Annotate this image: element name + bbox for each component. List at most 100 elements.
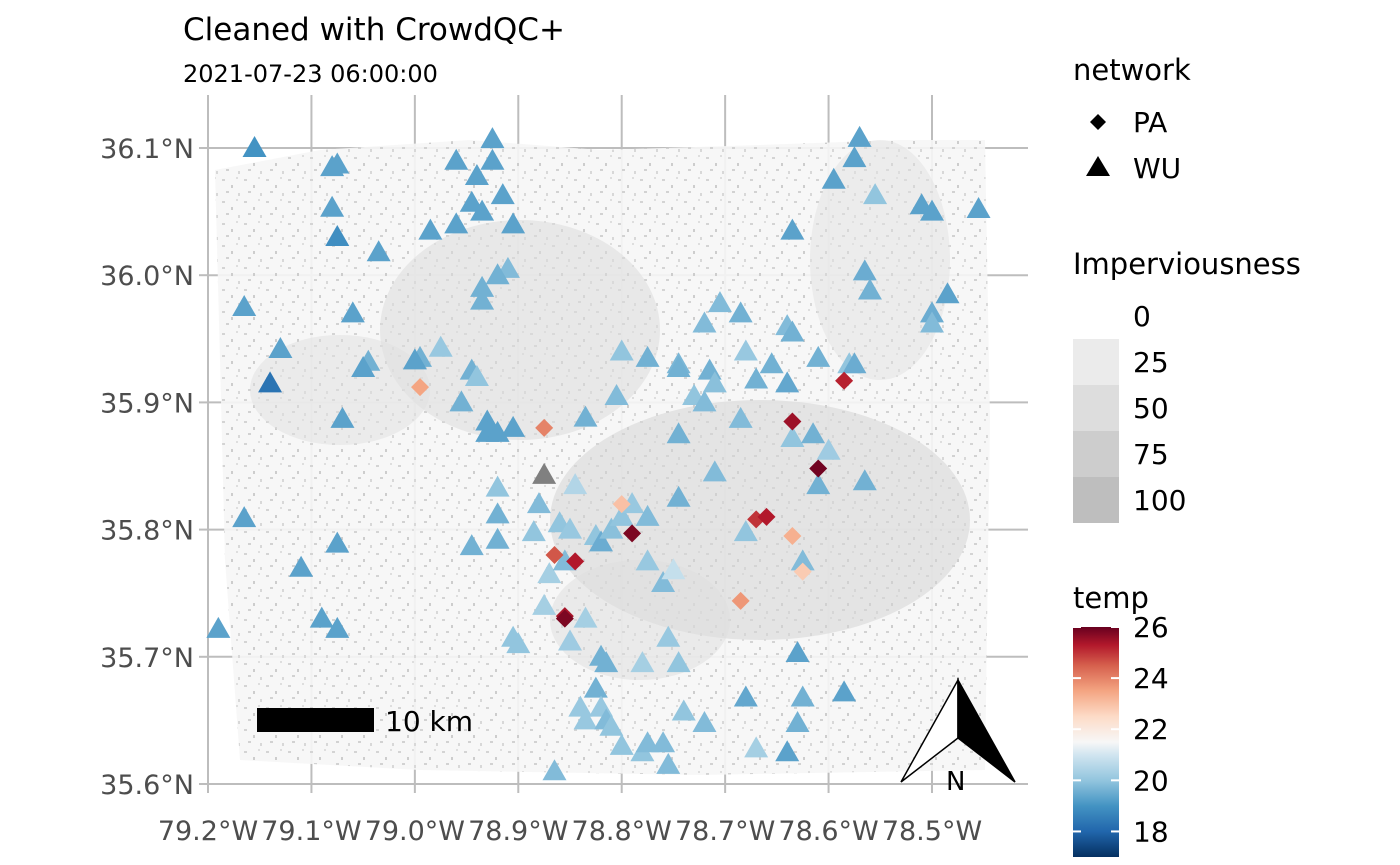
- scale-bar: 10 km: [257, 705, 473, 738]
- station-triangle-wu: [666, 651, 691, 673]
- station-triangle-wu: [692, 710, 717, 732]
- y-tick-label: 35.9°N: [100, 388, 194, 419]
- station-triangle-wu: [501, 212, 526, 234]
- y-tick-label: 35.6°N: [100, 770, 194, 801]
- imperviousness-key: [1073, 477, 1119, 523]
- station-triangle-wu: [635, 731, 660, 753]
- station-triangle-wu: [563, 473, 588, 495]
- station-triangle-wu: [330, 406, 355, 428]
- station-points: [206, 125, 991, 781]
- temp-tick-label: 24: [1133, 662, 1169, 695]
- station-triangle-wu: [490, 183, 515, 205]
- x-tick-label: 78.9°W: [468, 816, 568, 847]
- station-triangle-wu: [692, 390, 717, 412]
- station-triangle-wu: [780, 426, 805, 448]
- legend-imperviousness: Imperviousness 0 25 50 75 100: [1073, 247, 1301, 523]
- station-triangle-wu: [206, 616, 231, 638]
- y-tick-label: 35.7°N: [100, 643, 194, 674]
- station-triangle-wu: [485, 527, 510, 549]
- station-triangle-wu: [666, 356, 691, 378]
- axes: 79.2°W 79.1°W 79.0°W 78.9°W 78.8°W 78.7°W 78.6…: [100, 134, 982, 847]
- station-triangle-wu: [852, 469, 877, 491]
- station-triangle-wu: [842, 352, 867, 374]
- station-triangle-wu: [532, 593, 557, 615]
- station-triangle-wu: [268, 336, 293, 358]
- scale-bar-upper-black: [281, 709, 304, 720]
- urban-core-cary: [550, 560, 730, 680]
- station-triangle-wu: [573, 606, 598, 628]
- station-triangle-wu: [733, 520, 758, 542]
- station-triangle-wu: [470, 288, 495, 310]
- scale-bar-segment: [304, 709, 327, 720]
- station-triangle-wu: [470, 275, 495, 297]
- north-arrow: N: [900, 677, 1016, 797]
- imperviousness-label: 50: [1133, 392, 1169, 425]
- legend-temp: temp 18 20 22 24 26: [1073, 581, 1169, 857]
- station-triangle-missing: [532, 462, 557, 484]
- chart-subtitle: 2021-07-23 06:00:00: [183, 60, 438, 88]
- temp-tick-label: 26: [1133, 611, 1169, 644]
- station-triangle-wu: [666, 485, 691, 507]
- station-triangle-wu: [366, 240, 391, 262]
- station-triangle-wu: [351, 356, 376, 378]
- station-triangle-wu: [702, 460, 727, 482]
- temp-tick-label: 20: [1133, 764, 1169, 797]
- station-triangle-wu: [325, 616, 350, 638]
- station-triangle-wu: [232, 295, 257, 316]
- station-triangle-wu: [635, 504, 660, 526]
- station-diamond-pa: [566, 552, 585, 571]
- station-triangle-wu: [775, 371, 800, 393]
- station-triangle-wu: [920, 199, 944, 221]
- station-triangle-wu: [780, 320, 805, 342]
- station-triangle-wu: [707, 291, 732, 313]
- legend-network: network PA WU: [1073, 53, 1191, 185]
- imperviousness-label: 0: [1133, 300, 1151, 333]
- station-triangle-wu: [480, 127, 505, 149]
- north-arrow-label: N: [946, 767, 965, 797]
- station-triangle-wu: [485, 475, 510, 497]
- station-triangle-wu: [785, 710, 810, 732]
- station-triangle-wu: [428, 335, 453, 357]
- station-triangle-wu: [635, 549, 660, 571]
- station-triangle-wu: [485, 263, 510, 285]
- station-diamond-pa: [793, 562, 812, 581]
- station-triangle-wu: [558, 517, 582, 539]
- station-triangle-wu: [573, 708, 598, 730]
- station-triangle-wu: [537, 562, 562, 584]
- station-triangle-wu: [464, 364, 489, 386]
- station-diamond-pa: [555, 609, 574, 628]
- station-triangle-wu: [480, 148, 505, 170]
- station-triangle-wu: [506, 632, 531, 654]
- station-triangle-wu: [966, 197, 991, 219]
- station-triangle-wu: [651, 571, 676, 593]
- station-triangle-wu: [821, 167, 846, 189]
- station-triangle-wu: [775, 740, 800, 762]
- station-triangle-wu: [558, 629, 582, 651]
- y-tick-label: 36.1°N: [100, 134, 194, 165]
- x-tick-label: 78.7°W: [675, 816, 775, 847]
- chart-title: Cleaned with CrowdQC+: [183, 12, 565, 48]
- temp-tick-label: 22: [1133, 713, 1169, 746]
- station-triangle-wu: [449, 390, 474, 412]
- station-triangle-wu: [702, 371, 727, 393]
- station-diamond-pa: [809, 459, 828, 478]
- station-triangle-wu: [656, 625, 681, 647]
- imperviousness-label: 100: [1133, 484, 1186, 517]
- station-triangle-wu: [242, 136, 267, 157]
- legend-imperviousness-title: Imperviousness: [1073, 247, 1301, 281]
- station-diamond-pa: [783, 412, 802, 431]
- station-triangle-wu: [920, 311, 944, 333]
- x-tick-label: 78.8°W: [572, 816, 672, 847]
- scale-bar-segment: [258, 709, 281, 720]
- urban-core-chapel-hill: [250, 335, 430, 445]
- station-triangle-wu: [744, 736, 769, 758]
- station-triangle-wu: [340, 301, 365, 323]
- station-triangle-wu: [842, 146, 867, 168]
- station-triangle-wu: [526, 492, 551, 514]
- plot-area: 79.2°W 79.1°W 79.0°W 78.9°W 78.8°W 78.7°W 78.6…: [100, 95, 1028, 847]
- station-diamond-pa: [612, 495, 631, 514]
- station-triangle-wu: [671, 699, 696, 721]
- station-diamond-pa: [835, 371, 854, 390]
- station-triangle-wu: [521, 520, 546, 542]
- scale-bar-label: 10 km: [385, 705, 473, 738]
